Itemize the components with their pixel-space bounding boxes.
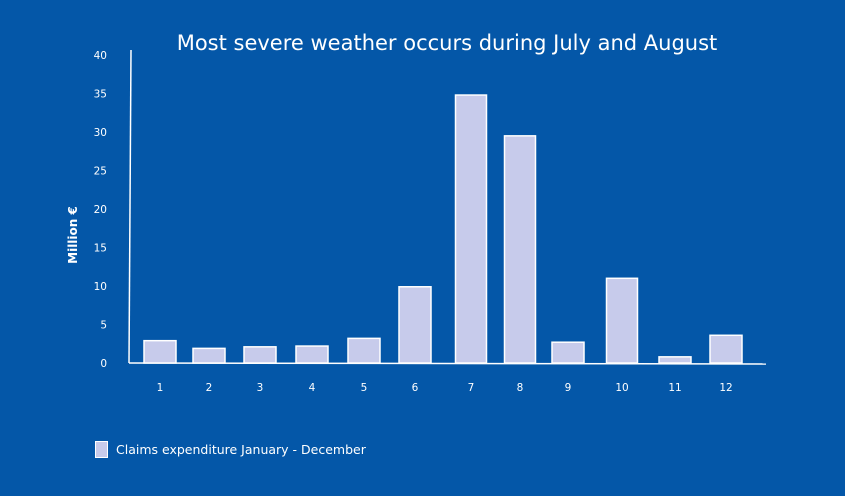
bar-8 (503, 135, 537, 364)
x-tick-label: 12 (719, 382, 732, 394)
x-tick-label: 4 (309, 382, 316, 394)
x-axis-line (128, 362, 767, 365)
x-tick-label: 5 (361, 382, 368, 394)
y-tick-label: 40 (94, 50, 107, 62)
bar-12 (709, 334, 743, 364)
x-tick-label: 2 (206, 382, 213, 394)
x-tick-label: 1 (157, 382, 164, 394)
x-tick-label: 11 (668, 382, 681, 394)
y-tick-label: 5 (100, 320, 107, 332)
y-axis-line (128, 49, 132, 364)
legend-label: Claims expenditure January - December (116, 442, 366, 457)
bar-4 (295, 345, 329, 364)
bar-6 (398, 286, 432, 364)
y-axis-label: Million € (66, 206, 80, 264)
x-tick-label: 3 (257, 382, 264, 394)
y-tick-label: 15 (94, 243, 107, 255)
bar-2 (192, 347, 226, 364)
y-tick-label: 0 (100, 358, 107, 370)
bar-1 (143, 339, 177, 364)
x-tick-label: 8 (517, 382, 524, 394)
x-tick-label: 9 (565, 382, 572, 394)
legend: Claims expenditure January - December (95, 441, 366, 458)
y-tick-label: 25 (94, 166, 107, 178)
x-tick-label: 7 (468, 382, 475, 394)
bar-3 (243, 346, 277, 364)
x-ticks: 1 2 3 4 5 6 7 8 9 10 11 12 (157, 382, 733, 394)
x-tick-label: 10 (615, 382, 628, 394)
bar-9 (551, 341, 585, 364)
y-tick-label: 30 (94, 127, 107, 139)
bars (143, 94, 743, 364)
chart-title: Most severe weather occurs during July a… (177, 31, 718, 55)
y-tick-label: 20 (94, 204, 107, 216)
y-tick-label: 10 (94, 281, 107, 293)
bar-11 (658, 356, 692, 364)
bar-7 (454, 94, 488, 364)
x-tick-label: 6 (412, 382, 419, 394)
legend-swatch (95, 441, 108, 458)
bar-10 (605, 277, 639, 364)
y-tick-label: 35 (94, 89, 107, 101)
y-ticks: 0 5 10 15 20 25 30 35 40 (94, 50, 107, 370)
bar-5 (347, 337, 381, 364)
